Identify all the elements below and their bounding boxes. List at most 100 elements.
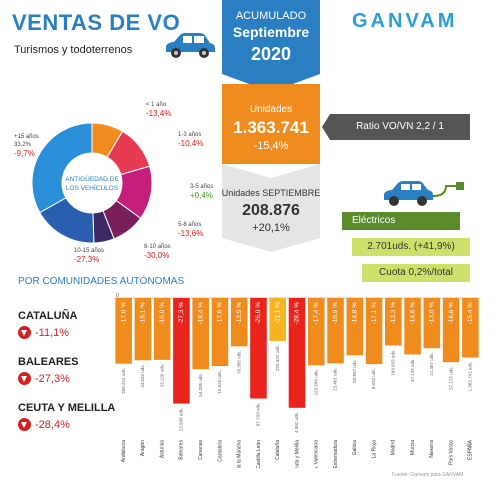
region-change: -11,1%	[18, 326, 118, 339]
slice-change: +0,4%	[190, 191, 213, 200]
donut-center	[63, 154, 121, 212]
slice-share: 33,2%	[14, 142, 32, 148]
bar-value-label: -18,4 %	[197, 302, 204, 325]
region-name: CEUTA Y MELILLA	[18, 402, 116, 414]
bar-category-label: Cataluña	[275, 440, 281, 460]
donut-center-line1: ANTIGÜEDAD DE	[65, 175, 119, 183]
bar-category-label: Canarias	[198, 440, 204, 461]
bar-category-label: ESPAÑA	[467, 439, 474, 460]
ratio-label: Ratio VO/VN 2,2 / 1	[330, 114, 470, 140]
arrow-down-icon	[18, 372, 31, 385]
bar-value-label: -16,0 %	[159, 302, 166, 325]
slice-label: 3-5 años	[190, 184, 213, 190]
bar-category-label: Cantabria	[217, 440, 223, 462]
donut-center-line2: LOS VEHÍCULOS	[66, 183, 119, 192]
slice-change: -13,6%	[178, 229, 203, 238]
bar-category-label: Ceuta y Melilla	[294, 440, 300, 468]
units-month-box: Unidades SEPTIEMBRE 208.876 +20,1%	[222, 164, 320, 252]
bar-value-label: -14,6 %	[409, 302, 416, 325]
slice-label: +15 años	[14, 134, 39, 140]
bar	[288, 298, 306, 408]
ratio-arrow	[322, 114, 330, 140]
bar-units-label: 189.833 uds.	[391, 350, 396, 376]
period-banner: ACUMULADO Septiembre 2020	[222, 0, 320, 92]
slice-label: 8-10 años	[144, 244, 171, 250]
bar-category-label: Andalucía	[121, 440, 127, 462]
region-change-value: -28,4%	[35, 418, 70, 431]
axis-zero-label: 0	[116, 293, 119, 299]
region-change-value: -27,3%	[35, 372, 70, 385]
banner-line1: ACUMULADO	[235, 10, 307, 22]
bar	[462, 298, 479, 358]
bar-value-label: -17,6 %	[217, 302, 224, 325]
bar	[385, 298, 402, 346]
arrow-down-icon	[18, 326, 31, 339]
region-change-value: -11,1%	[35, 326, 70, 339]
page-title: VENTAS DE VO	[12, 10, 181, 35]
arrow-down-icon	[18, 418, 31, 431]
region-change: -28,4%	[18, 418, 118, 431]
bar	[404, 298, 421, 355]
bar-category-label: Galicia	[352, 440, 358, 456]
slice-label: < 1 año	[146, 102, 167, 108]
bar-category-label: Castilla León	[256, 440, 262, 468]
region-name: CATALUÑA	[18, 310, 78, 322]
bar-value-label: -27,3 %	[178, 302, 185, 325]
bar-units-label: 70.305 uds.	[236, 350, 241, 374]
bar	[442, 298, 460, 363]
bar-value-label: -14,8 %	[352, 302, 359, 325]
bar-category-label: Com. Valenciana	[314, 440, 320, 468]
bar-category-label: Extremadura	[333, 440, 339, 468]
bar	[423, 298, 441, 349]
bar	[153, 298, 171, 360]
bar	[173, 298, 190, 404]
bar-category-label: Asturias	[159, 440, 165, 459]
bar-category-label: Madrid	[391, 440, 397, 456]
bar-value-label: -26,0 %	[255, 302, 262, 325]
bar-category-label: País Vasco	[448, 440, 454, 465]
units-month-label: Unidades SEPTIEMBRE	[221, 188, 321, 198]
bar-value-label: -13,0 %	[429, 302, 436, 325]
bar	[327, 298, 344, 364]
bar-units-label: 47.125 uds.	[410, 358, 415, 382]
bar-value-label: -12,3 %	[390, 302, 397, 325]
age-donut-chart: < 1 año-13,4% 1-3 años-10,4% 3-5 años+0,4%…	[14, 102, 213, 264]
regions-bar-chart: 0-17,0 % 208.241 uds. Andalucía -16,1 % 34.6…	[114, 293, 480, 468]
bar-units-label: 23.936 uds.	[179, 408, 184, 432]
bar-value-label: -17,0 %	[120, 302, 127, 325]
source-note: Fuente: Ganvam para GANVAM	[392, 472, 464, 478]
highlight-cataluna: CATALUÑA -11,1%	[18, 310, 118, 339]
car-icon	[166, 33, 215, 58]
slice-label: 10-15 años	[74, 248, 104, 254]
bar	[134, 298, 152, 361]
region-name: BALEARES	[18, 356, 79, 368]
electric-share: Cuota 0,2%/total	[362, 264, 470, 282]
units-month-value: 208.876	[242, 202, 300, 219]
units-ytd-label: Unidades	[249, 104, 293, 115]
bar-value-label: -16,6 %	[448, 302, 455, 325]
highlight-ceuta-melilla: CEUTA Y MELILLA -28,4%	[18, 402, 118, 431]
slice-change: -27,3%	[74, 255, 99, 264]
bar-category-label: Baleares	[179, 440, 185, 460]
bar-units-label: 21.467 uds.	[429, 352, 434, 376]
bar-value-label: -16,1 %	[140, 302, 147, 325]
bar-value-label: -11,1 %	[274, 302, 281, 324]
bar-units-label: 225.422 uds.	[275, 345, 280, 371]
bar-units-label: 57.125 uds.	[448, 366, 453, 390]
slice-change: -9,7%	[14, 149, 35, 158]
ganvam-logo: GANVAM	[352, 10, 458, 32]
bar-value-label: -28,4 %	[294, 302, 301, 325]
bar-category-label: Navarra	[429, 440, 435, 458]
bar	[115, 298, 132, 364]
bar	[192, 298, 209, 370]
bar-units-label: 87.703 uds.	[256, 403, 261, 427]
slice-change: -30,0%	[144, 251, 169, 260]
bar-category-label: Murcia	[410, 440, 416, 455]
bar-value-label: -15,4 %	[467, 302, 474, 325]
bar-value-label: -17,4 %	[313, 302, 320, 325]
bar	[230, 298, 248, 347]
bar-units-label: 163.500 uds.	[313, 369, 318, 395]
bar-category-label: La Rioja	[371, 440, 377, 459]
units-month-change: +20,1%	[252, 222, 290, 234]
electric-units: 2.701uds. (+41,9%)	[352, 238, 470, 256]
